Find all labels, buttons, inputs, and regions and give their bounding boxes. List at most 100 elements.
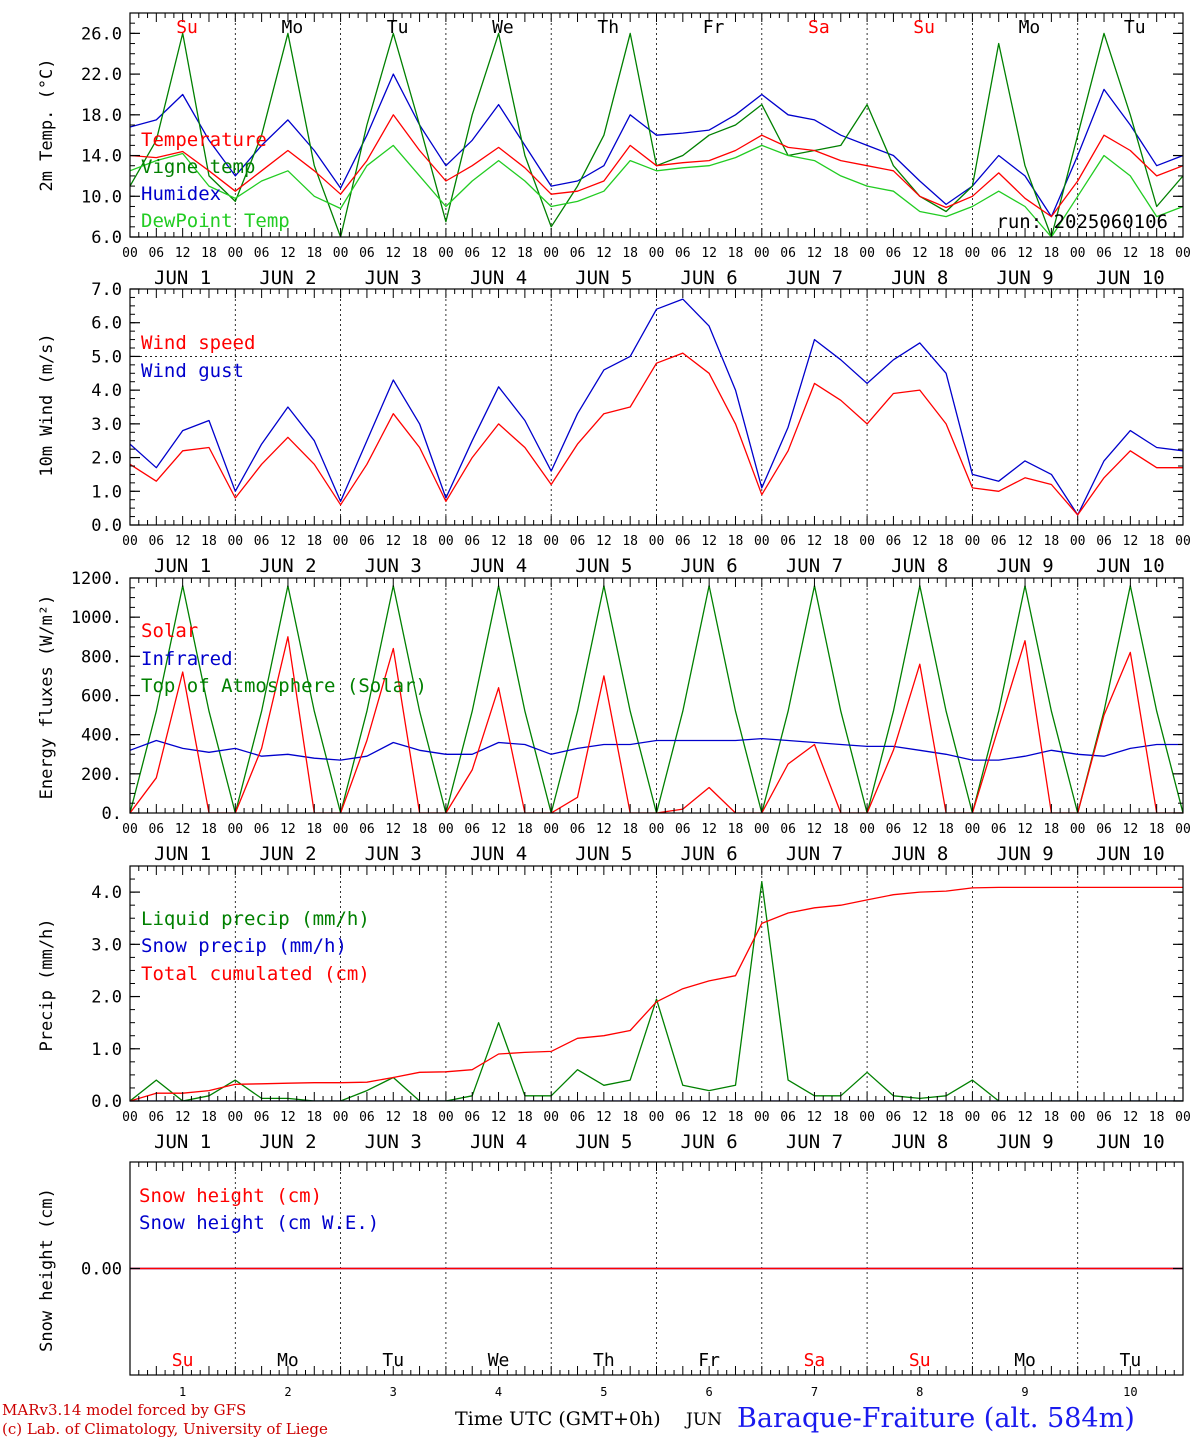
x-hour-label: 00	[1070, 822, 1086, 837]
day-name-label: Su	[913, 17, 935, 38]
legend-entry: Snow precip (mm/h)	[141, 935, 347, 957]
legend-entry: DewPoint Temp	[141, 210, 290, 232]
x-hour-label: 06	[148, 1110, 164, 1125]
x-hour-label: 06	[991, 534, 1007, 549]
x-date-label: JUN 2	[259, 555, 316, 577]
x-hour-label: 06	[1096, 822, 1112, 837]
day-name-label: Fr	[703, 17, 725, 38]
x-date-label: JUN 7	[786, 1131, 843, 1153]
x-hour-label: 18	[517, 534, 533, 549]
x-hour-label: 00	[1070, 534, 1086, 549]
text-layer: MARv3.14 model forced by GFS (c) Lab. of…	[2, 17, 1191, 1438]
x-hour-label: 18	[622, 534, 638, 549]
day-number-label: 8	[916, 1385, 923, 1399]
x-hour-label: 00	[543, 1110, 559, 1125]
x-hour-label: 06	[1096, 1110, 1112, 1125]
x-hour-label: 18	[412, 1110, 428, 1125]
x-hour-label: 00	[649, 534, 665, 549]
day-name-label: Tu	[382, 1350, 404, 1371]
x-hour-label: 00	[859, 246, 875, 261]
x-hour-label: 12	[1017, 822, 1033, 837]
x-hour-label: 00	[965, 534, 981, 549]
x-date-label: JUN 1	[154, 843, 211, 865]
x-hour-label: 06	[464, 1110, 480, 1125]
legend-entry: Liquid precip (mm/h)	[141, 908, 370, 930]
x-hour-label: 18	[1044, 246, 1060, 261]
y-axis-title: Precip (mm/h)	[37, 918, 57, 1051]
y-axis-title: 2m Temp. (°C)	[37, 58, 57, 191]
x-hour-label: 06	[675, 822, 691, 837]
x-hour-label: 06	[886, 822, 902, 837]
x-date-label: JUN 5	[575, 555, 632, 577]
y-axis-title: Energy fluxes (W/m²)	[37, 595, 57, 800]
x-hour-label: 06	[254, 534, 270, 549]
x-hour-label: 12	[491, 1110, 507, 1125]
x-hour-label: 00	[1070, 1110, 1086, 1125]
x-hour-label: 18	[1149, 822, 1165, 837]
x-hour-label: 00	[649, 822, 665, 837]
x-hour-label: 06	[675, 246, 691, 261]
y-tick-label: 1.0	[91, 482, 122, 502]
y-tick-label: 4.0	[91, 883, 122, 903]
x-hour-label: 06	[570, 822, 586, 837]
y-tick-label: 400.	[81, 726, 122, 746]
x-hour-label: 18	[938, 534, 954, 549]
x-date-label: JUN 4	[470, 1131, 527, 1153]
y-axis-title: Snow height (cm)	[37, 1188, 57, 1352]
x-hour-label: 06	[148, 246, 164, 261]
x-date-label: JUN 1	[154, 1131, 211, 1153]
series-line-solar	[130, 636, 1183, 813]
x-hour-label: 12	[491, 822, 507, 837]
x-hour-label: 06	[570, 246, 586, 261]
x-hour-label: 18	[622, 246, 638, 261]
series-line-temperature	[130, 114, 1183, 218]
legend-entry: Wind gust	[141, 360, 244, 382]
x-date-label: JUN 3	[365, 555, 422, 577]
x-hour-label: 12	[491, 246, 507, 261]
y-tick-label: 6.0	[91, 228, 122, 248]
day-name-label: Mo	[277, 1350, 299, 1371]
series-line-wind-gust	[130, 298, 1183, 516]
x-date-label: JUN 7	[786, 267, 843, 289]
x-hour-label: 12	[807, 534, 823, 549]
x-hour-label: 12	[807, 822, 823, 837]
y-tick-label: 1000.	[71, 608, 122, 628]
y-tick-label: 4.0	[91, 381, 122, 401]
x-date-label: JUN 6	[681, 555, 738, 577]
x-hour-label: 12	[701, 822, 717, 837]
x-date-label: JUN 6	[681, 843, 738, 865]
x-date-label: JUN 4	[470, 843, 527, 865]
day-number-label: 6	[706, 1385, 713, 1399]
x-date-label: JUN 10	[1096, 1131, 1165, 1153]
day-number-label: 3	[390, 1385, 397, 1399]
x-hour-label: 00	[543, 822, 559, 837]
y-tick-label: 3.0	[91, 935, 122, 955]
x-hour-label: 18	[1149, 534, 1165, 549]
x-date-label: JUN 8	[891, 267, 948, 289]
x-hour-label: 18	[833, 822, 849, 837]
x-hour-label: 00	[438, 822, 454, 837]
legend-entry: Vigne temp	[141, 156, 255, 178]
x-hour-label: 18	[306, 534, 322, 549]
day-name-label: Mo	[1014, 1350, 1036, 1371]
x-hour-label: 00	[859, 534, 875, 549]
x-date-label: JUN 1	[154, 555, 211, 577]
x-date-label: JUN 10	[1096, 267, 1165, 289]
x-hour-label: 06	[675, 1110, 691, 1125]
x-hour-label: 00	[1175, 1110, 1191, 1125]
x-date-label: JUN 3	[365, 1131, 422, 1153]
x-hour-label: 18	[622, 822, 638, 837]
y-tick-label: 0.	[102, 804, 122, 824]
x-hour-label: 06	[148, 822, 164, 837]
y-tick-label: 7.0	[91, 280, 122, 300]
day-number-label: 9	[1021, 1385, 1028, 1399]
x-hour-label: 12	[807, 1110, 823, 1125]
x-hour-label: 12	[1017, 534, 1033, 549]
x-hour-label: 00	[333, 822, 349, 837]
y-tick-label: 26.0	[81, 24, 122, 44]
x-hour-label: 12	[1123, 534, 1139, 549]
x-hour-label: 00	[438, 1110, 454, 1125]
x-hour-label: 18	[833, 246, 849, 261]
x-date-label: JUN 5	[575, 267, 632, 289]
x-hour-label: 12	[280, 534, 296, 549]
